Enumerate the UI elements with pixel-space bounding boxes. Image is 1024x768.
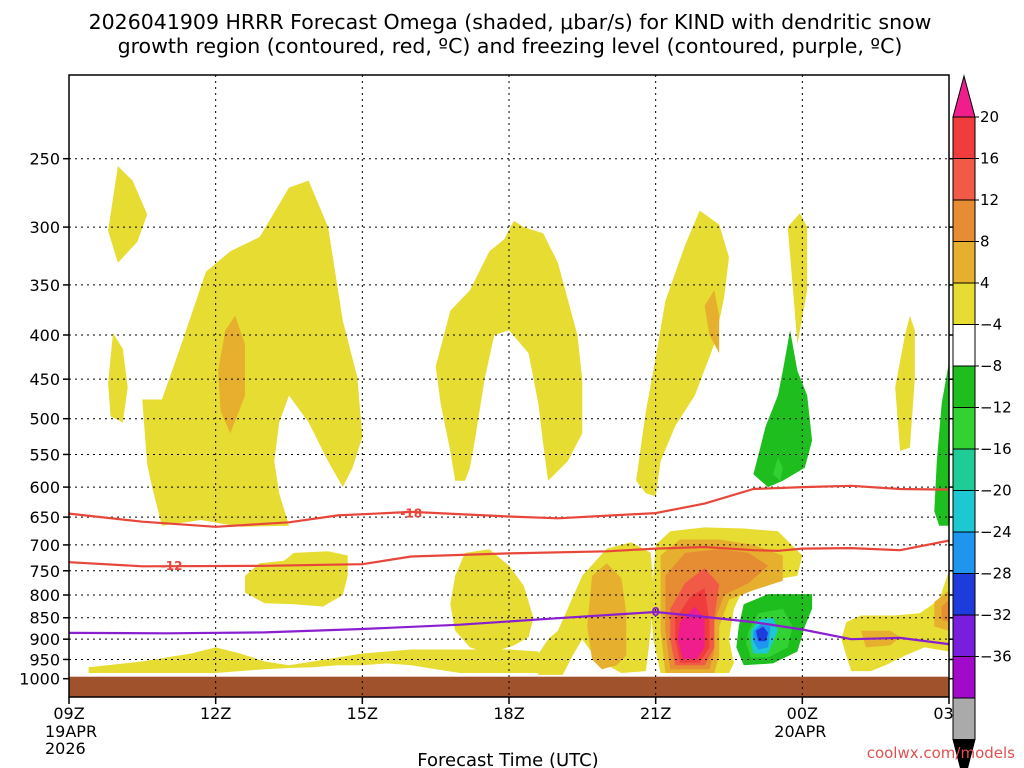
contour-dgz-minus18: [69, 484, 949, 528]
x-date-label-0-1: 2026: [45, 739, 86, 758]
omega-region-yellow-1: [108, 333, 128, 423]
y-tick-label-300: 300: [29, 218, 60, 237]
x-date-label-15-0: 20APR: [774, 722, 826, 741]
colorbar-band-white: [952, 324, 976, 367]
colorbar-label-9: −20: [980, 482, 1012, 500]
x-tick-label-3: 12Z: [200, 704, 231, 723]
colorbar-label-12: −32: [980, 606, 1012, 624]
colorbar-band-sky: [952, 531, 976, 574]
colorbar-label-2: 12: [980, 191, 999, 209]
ground-fill: [69, 676, 949, 697]
y-tick-label-350: 350: [29, 276, 60, 295]
omega-region-yellow-6: [895, 315, 915, 451]
colorbar-band-salmon: [952, 158, 976, 201]
colorbar-band-yellow: [952, 282, 976, 325]
omega-region-yellow-2: [142, 180, 363, 527]
colorbar-band-red: [952, 116, 976, 159]
omega-region-green_dark-1: [934, 362, 949, 526]
colorbar-label-6: −8: [980, 357, 1002, 375]
colorbar-band-green: [952, 407, 976, 450]
colorbar-label-13: −36: [980, 648, 1012, 666]
plot-area: -18 -12 0 250 300 350 400 450 500 550 600 650 700 750…: [19, 74, 965, 758]
omega-region-yellow-11: [88, 647, 544, 673]
colorbar-label-7: −12: [980, 399, 1012, 417]
contour-freezing-0: [69, 610, 949, 646]
contour-dgz-minus12: [69, 539, 949, 568]
y-tick-label-550: 550: [29, 445, 60, 464]
colorbar-top-arrow: [952, 74, 976, 118]
y-tick-label-900: 900: [29, 630, 60, 649]
y-tick-label-750: 750: [29, 562, 60, 581]
contour-label-dgz-minus12: -12: [161, 559, 183, 573]
y-tick-label-400: 400: [29, 326, 60, 345]
y-tick-label-650: 650: [29, 508, 60, 527]
colorbar-label-0: 20: [980, 108, 999, 126]
y-tick-label-450: 450: [29, 370, 60, 389]
x-tick-label-9: 18Z: [493, 704, 524, 723]
omega-region-magenta-0: [677, 606, 705, 659]
omega-region-yellow-0: [108, 166, 148, 263]
colorbar-bottom-arrow: [952, 739, 976, 768]
omega-region-green_dark-0: [753, 330, 813, 488]
contours: -18 -12 0: [69, 484, 949, 646]
y-tick-label-850: 850: [29, 609, 60, 628]
contour-label-dgz-minus18: -18: [400, 507, 422, 521]
colorbar-band-gray: [952, 697, 976, 740]
omega-region-gold-1: [704, 290, 720, 354]
colorbar-band-gold: [952, 241, 976, 284]
y-tick-label-600: 600: [29, 478, 60, 497]
x-tick-label-6: 15Z: [347, 704, 378, 723]
contour-label-freezing-0: 0: [651, 605, 659, 619]
y-tick-label-1000: 1000: [19, 670, 60, 689]
colorbar-label-5: −4: [980, 316, 1002, 334]
x-tick-label-15: 00Z: [787, 704, 818, 723]
x-date-label-0-0: 19APR: [45, 722, 97, 741]
y-tick-label-700: 700: [29, 536, 60, 555]
x-tick-label-0: 09Z: [53, 704, 84, 723]
x-tick-label-12: 21Z: [640, 704, 671, 723]
colorbar-band-violet: [952, 614, 976, 657]
omega-region-gold-0: [218, 315, 245, 434]
colorbar-band-teal: [952, 448, 976, 491]
colorbar-band-cyan: [952, 490, 976, 533]
omega-region-orange-1: [941, 599, 949, 623]
colorbar-band-green_dark: [952, 365, 976, 408]
omega-region-yellow-7: [245, 551, 348, 607]
omega-region-yellow-8: [450, 549, 534, 654]
chart-title-line1: 2026041909 HRRR Forecast Omega (shaded, …: [89, 10, 932, 34]
colorbar-band-purple: [952, 656, 976, 699]
colorbar-label-4: 4: [980, 274, 990, 292]
colorbar-label-3: 8: [980, 233, 990, 251]
y-tick-label-500: 500: [29, 410, 60, 429]
colorbar-label-8: −16: [980, 440, 1012, 458]
omega-region-green-0: [773, 457, 783, 481]
omega-region-yellow-4: [636, 210, 729, 497]
y-tick-label-800: 800: [29, 586, 60, 605]
x-axis-label: Forecast Time (UTC): [417, 750, 598, 768]
colorbar-band-orange: [952, 199, 976, 242]
colorbar: 20 16 12 8 4 −4 −8 −12 −16 −20 −24 −28 −32 −36: [952, 74, 1012, 768]
chart-title-line2: growth region (contoured, red, ºC) and f…: [118, 34, 903, 58]
omega-field: [69, 166, 949, 697]
colorbar-label-1: 16: [980, 150, 999, 168]
omega-region-blue-0: [755, 626, 769, 642]
omega-region-yellow-3: [435, 220, 583, 481]
colorbar-label-10: −24: [980, 523, 1012, 541]
y-tick-label-250: 250: [29, 150, 60, 169]
y-tick-label-950: 950: [29, 650, 60, 669]
credit-text[interactable]: coolwx.com/models: [867, 744, 1015, 762]
colorbar-band-blue: [952, 573, 976, 616]
colorbar-label-11: −28: [980, 565, 1012, 583]
omega-region-yellow-12: [841, 570, 949, 672]
omega-region-yellow-5: [787, 213, 808, 345]
